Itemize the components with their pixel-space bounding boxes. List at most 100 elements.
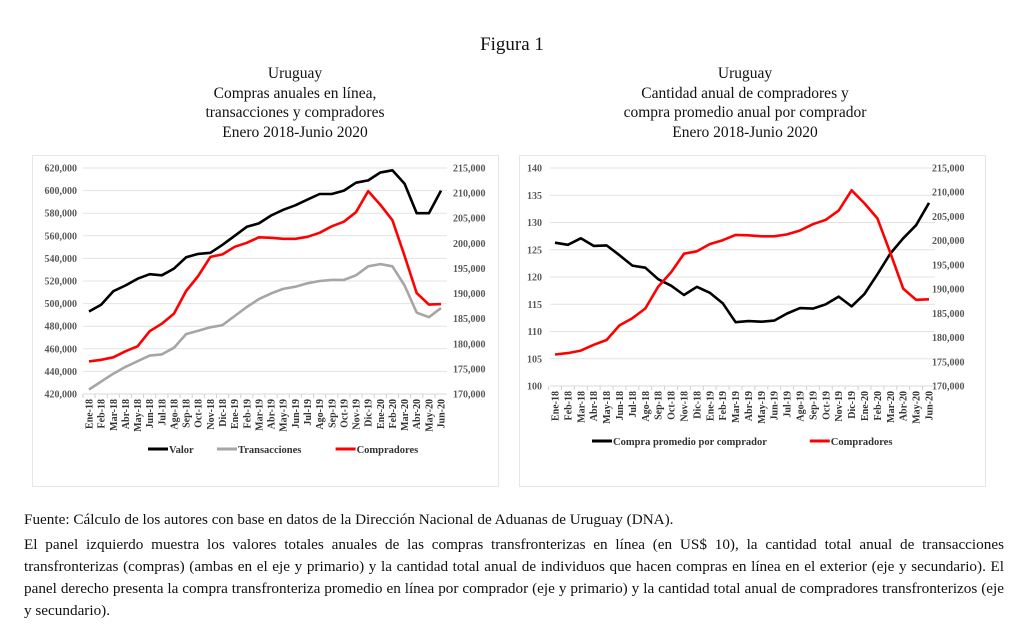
y-secondary-tick-label: 185,000 <box>932 309 965 320</box>
description-note: El panel izquierdo muestra los valores t… <box>24 536 1004 619</box>
x-tick-label: Abr-19 <box>267 399 278 429</box>
x-tick-label: Abr-20 <box>412 399 423 429</box>
y-secondary-tick-label: 210,000 <box>932 188 965 199</box>
legend-label: Valor <box>169 445 194 456</box>
right-title-line: compra promedio anual por comprador <box>623 104 867 121</box>
y-primary-tick-label: 580,000 <box>45 209 78 220</box>
x-tick-label: Jun-19 <box>291 399 302 428</box>
x-tick-label: Ene-19 <box>705 391 716 421</box>
right-chart-svg: 100 105 110 115 120 125 130 135 140 170,000 175,00… <box>527 164 965 449</box>
right-chart-title: Uruguay Cantidad anual de compradores y … <box>505 64 985 142</box>
y-primary-tick-label: 440,000 <box>45 367 78 378</box>
x-tick-label: Oct-18 <box>667 391 678 420</box>
x-tick-label: Ago-19 <box>796 391 807 422</box>
y-primary-tick-label: 520,000 <box>45 277 78 288</box>
y-primary-tick-label: 460,000 <box>45 344 78 355</box>
x-tick-label: May-19 <box>757 391 768 424</box>
y-secondary-tick-label: 200,000 <box>932 236 965 247</box>
series-line-valor <box>88 169 443 313</box>
y-secondary-tick-label: 190,000 <box>932 285 965 296</box>
x-tick-label: Mar-19 <box>731 391 742 423</box>
x-tick-label: Jun-19 <box>770 391 781 420</box>
x-tick-label: May-18 <box>602 391 613 424</box>
source-note: Fuente: Cálculo de los autores con base … <box>24 511 674 528</box>
x-tick-label: Feb-18 <box>563 391 574 420</box>
x-tick-label: Jul-19 <box>783 391 794 418</box>
x-tick-label: May-19 <box>279 399 290 432</box>
y-secondary-tick-label: 180,000 <box>453 339 486 350</box>
x-tick-label: Ago-19 <box>315 399 326 430</box>
y-primary-tick-label: 115 <box>528 300 542 311</box>
left-title-line: Enero 2018-Junio 2020 <box>222 123 368 141</box>
left-title-line: transacciones y compradores <box>205 104 385 121</box>
x-tick-label: Sep-19 <box>808 391 819 420</box>
x-tick-label: Jun-18 <box>145 399 156 428</box>
x-tick-label: Mar-20 <box>400 399 411 431</box>
y-primary-tick-label: 620,000 <box>45 164 78 175</box>
y-primary-tick-label: 100 <box>527 382 542 393</box>
x-tick-label: Ago-18 <box>641 391 652 422</box>
figure-title: Figura 1 <box>480 34 544 55</box>
x-tick-label: Abr-18 <box>121 399 132 429</box>
x-tick-label: Abr-18 <box>589 391 600 421</box>
x-tick-label: Ene-20 <box>860 391 871 421</box>
x-tick-label: Abr-20 <box>899 391 910 421</box>
y-primary-tick-label: 540,000 <box>45 254 78 265</box>
left-chart-svg: 420,000 440,000 460,000 480,000 500,000 520,0… <box>45 164 486 457</box>
right-title-line: Enero 2018-Junio 2020 <box>672 123 818 141</box>
y-secondary-tick-label: 175,000 <box>453 364 486 375</box>
legend-label: Compradores <box>831 437 893 448</box>
x-tick-label: Mar-18 <box>576 391 587 423</box>
x-tick-label: Nov-19 <box>834 391 845 422</box>
series-line-compra-promedio-por-comprador <box>554 202 931 324</box>
y-secondary-tick-label: 185,000 <box>453 314 486 325</box>
series-line-compradores <box>88 189 442 363</box>
y-secondary-tick-label: 175,000 <box>932 357 965 368</box>
x-tick-label: Mar-19 <box>254 399 265 431</box>
x-tick-label: Feb-18 <box>97 399 108 428</box>
x-tick-label: May-18 <box>133 399 144 432</box>
legend-label: Compradores <box>357 445 419 456</box>
left-title-line: Compras anuales en línea, <box>213 84 377 102</box>
y-primary-tick-label: 110 <box>528 327 542 338</box>
y-secondary-tick-label: 170,000 <box>932 382 965 393</box>
y-secondary-tick-label: 205,000 <box>453 214 486 225</box>
y-primary-tick-label: 480,000 <box>45 322 78 333</box>
y-secondary-tick-label: 195,000 <box>453 264 486 275</box>
y-secondary-tick-label: 205,000 <box>932 212 965 223</box>
y-primary-tick-label: 500,000 <box>45 299 78 310</box>
x-tick-label: Feb-19 <box>242 399 253 428</box>
y-primary-tick-label: 600,000 <box>45 186 78 197</box>
x-tick-label: Jul-19 <box>303 399 314 426</box>
left-title-line: Uruguay <box>267 65 323 82</box>
x-tick-label: Feb-20 <box>388 399 399 428</box>
x-tick-label: Jun-18 <box>615 391 626 420</box>
y-secondary-tick-label: 190,000 <box>453 289 486 300</box>
y-secondary-tick-label: 210,000 <box>453 189 486 200</box>
y-primary-tick-label: 130 <box>527 218 542 229</box>
x-tick-label: Mar-18 <box>109 399 120 431</box>
y-primary-tick-label: 140 <box>527 164 542 175</box>
x-tick-label: Dic-18 <box>692 391 703 419</box>
x-tick-label: May-20 <box>912 391 923 424</box>
x-tick-label: Feb-19 <box>718 391 729 420</box>
x-tick-label: Oct-18 <box>194 399 205 428</box>
x-tick-label: Nov-18 <box>679 391 690 422</box>
x-tick-label: Ago-18 <box>169 399 180 430</box>
x-tick-label: Sep-18 <box>654 391 665 420</box>
x-tick-label: Ene-20 <box>376 399 387 429</box>
x-tick-label: Ene-19 <box>230 399 241 429</box>
x-tick-label: Jul-18 <box>157 399 168 426</box>
x-tick-label: Dic-19 <box>364 399 375 427</box>
x-tick-label: Feb-20 <box>873 391 884 420</box>
x-tick-label: Jul-18 <box>628 391 639 418</box>
figure-notes: Fuente: Cálculo de los autores con base … <box>24 509 1004 625</box>
x-tick-label: Oct-19 <box>821 391 832 420</box>
x-tick-label: Nov-19 <box>352 399 363 430</box>
x-tick-label: Sep-19 <box>327 399 338 428</box>
y-primary-tick-label: 105 <box>527 354 542 365</box>
y-primary-tick-label: 560,000 <box>45 231 78 242</box>
y-secondary-tick-label: 215,000 <box>453 164 486 175</box>
y-secondary-tick-label: 215,000 <box>932 164 965 175</box>
x-tick-label: Dic-19 <box>847 391 858 419</box>
